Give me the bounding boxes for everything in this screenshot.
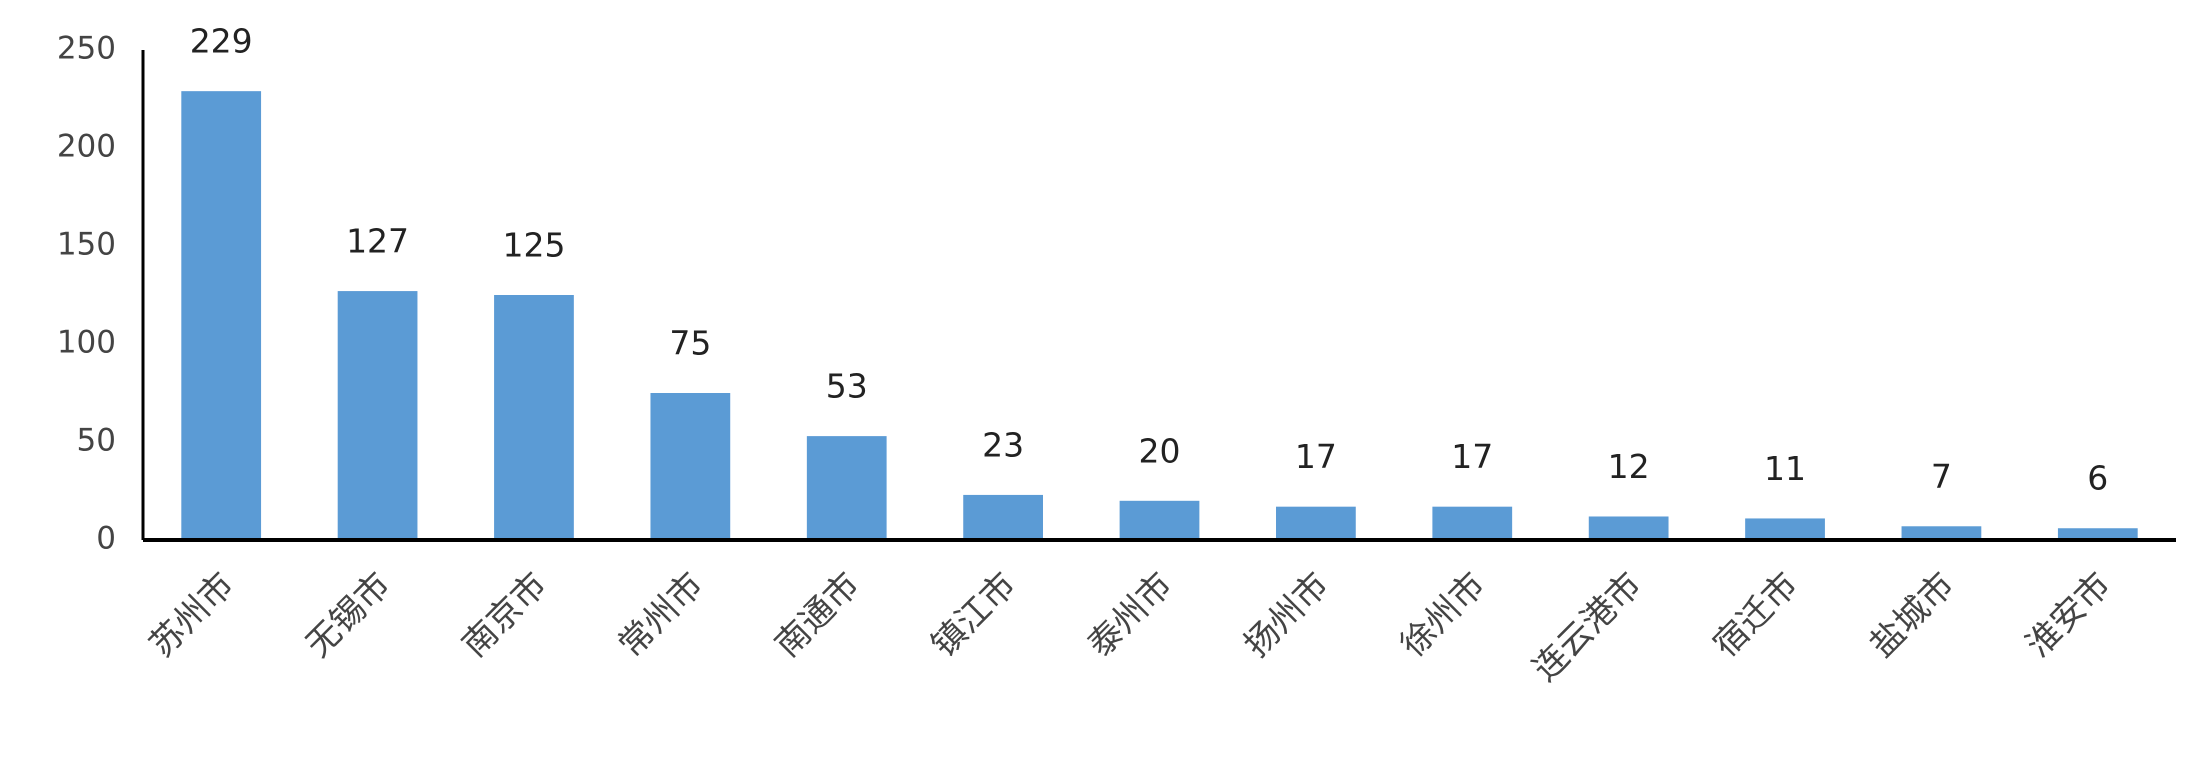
- value-label: 17: [1451, 437, 1493, 476]
- x-tick-label: 南京市: [455, 565, 555, 665]
- x-tick-label: 扬州市: [1237, 565, 1337, 665]
- value-label: 125: [502, 226, 565, 265]
- y-tick-label: 150: [57, 227, 116, 263]
- bar: [1432, 506, 1513, 540]
- value-label: 23: [982, 425, 1024, 464]
- y-tick-label: 200: [57, 129, 116, 165]
- value-label: 7: [1931, 457, 1952, 496]
- bar: [1119, 500, 1200, 540]
- bar: [1901, 526, 1982, 540]
- bar: [806, 436, 887, 540]
- x-tick-label: 无锡市: [298, 565, 398, 665]
- value-label: 17: [1295, 437, 1337, 476]
- y-tick-label: 0: [96, 521, 116, 557]
- bar: [650, 393, 731, 540]
- x-tick-label: 徐州市: [1393, 565, 1493, 665]
- y-tick-label: 100: [57, 325, 116, 361]
- x-tick-label: 泰州市: [1080, 565, 1180, 665]
- x-tick-label: 镇江市: [924, 565, 1024, 665]
- bar: [1588, 516, 1669, 540]
- bar: [1276, 506, 1356, 540]
- x-tick-label: 连云港市: [1525, 565, 1649, 689]
- bar: [963, 494, 1043, 540]
- value-label: 11: [1764, 449, 1806, 488]
- x-tick-label: 盐城市: [1862, 565, 1962, 665]
- x-tick-label: 南通市: [767, 565, 867, 665]
- value-label: 75: [669, 324, 711, 363]
- x-tick-label: 常州市: [611, 565, 711, 665]
- value-label: 6: [2087, 459, 2108, 498]
- bar: [337, 291, 418, 540]
- value-label: 12: [1608, 447, 1650, 486]
- value-label: 53: [826, 367, 868, 406]
- bar: [2057, 528, 2138, 540]
- x-tick-label: 宿迁市: [1706, 565, 1806, 665]
- bar: [181, 91, 262, 540]
- y-tick-label: 50: [77, 423, 116, 459]
- value-label: 229: [190, 22, 253, 61]
- value-label: 20: [1139, 431, 1181, 470]
- bar: [494, 295, 574, 540]
- bar: [1745, 518, 1825, 540]
- value-label: 127: [346, 222, 409, 261]
- y-tick-label: 250: [57, 31, 116, 67]
- x-tick-label: 淮安市: [2018, 565, 2118, 665]
- x-tick-label: 苏州市: [142, 565, 242, 665]
